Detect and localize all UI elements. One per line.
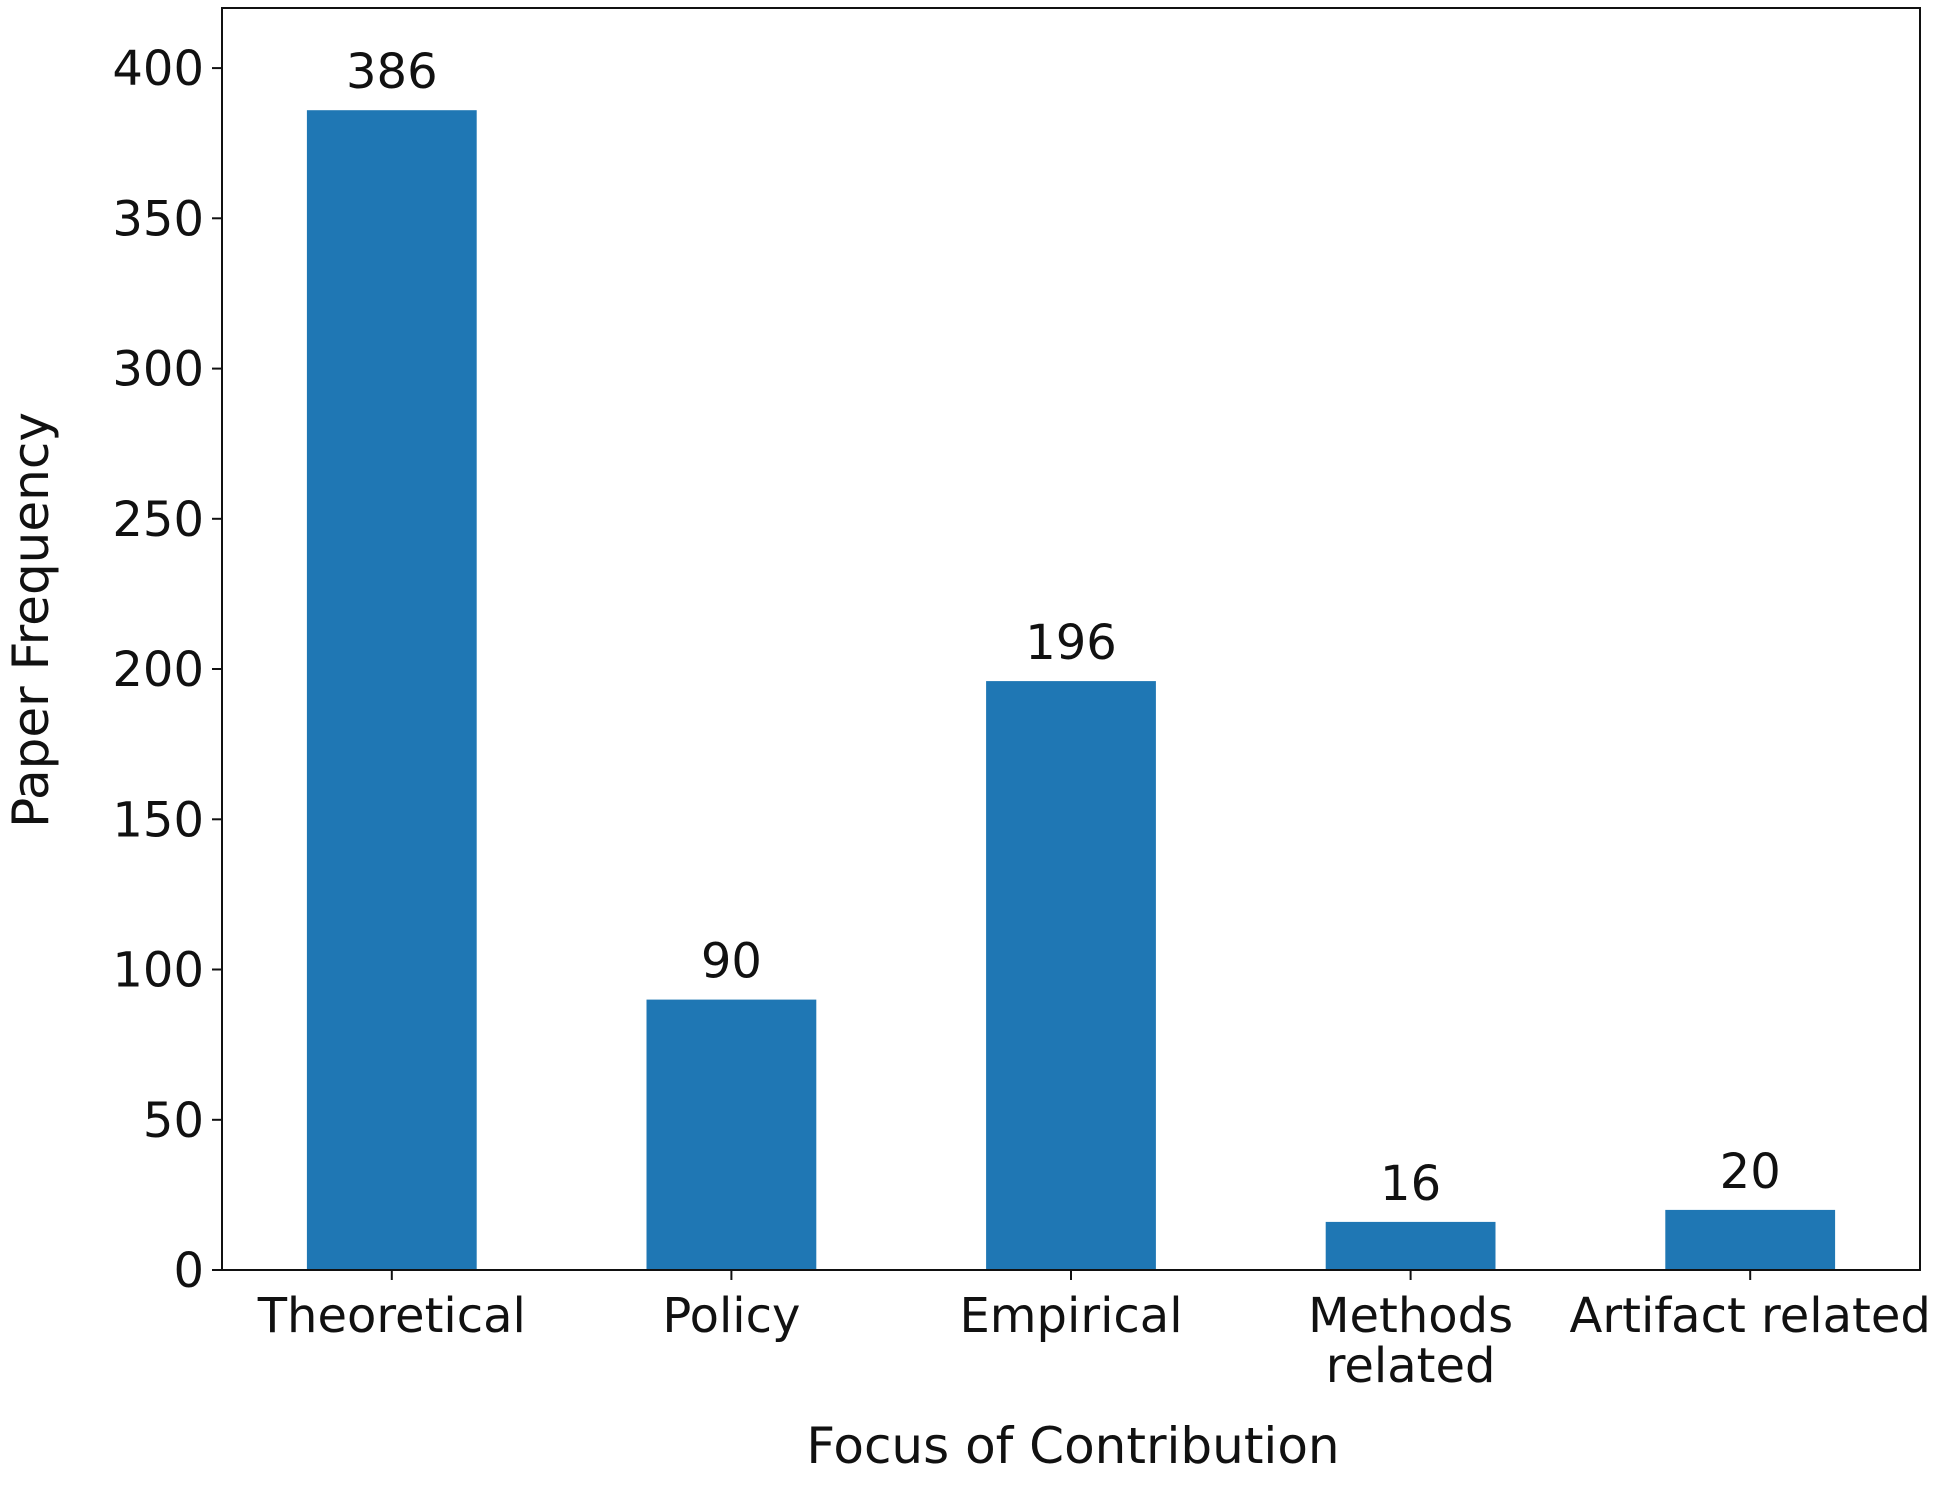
- y-axis-ticks: 0 50 100 150 200 250 300 350 400: [112, 41, 222, 1299]
- y-axis-title: Paper Frequency: [2, 412, 60, 828]
- x-tick-label-4: Artifact related: [1570, 1288, 1931, 1344]
- data-label-4: 20: [1720, 1144, 1781, 1200]
- x-tick-label-1: Policy: [662, 1288, 800, 1344]
- x-tick-label-0: Theoretical: [257, 1288, 526, 1344]
- y-tick-label-3: 150: [112, 792, 204, 848]
- bar-1: [646, 999, 817, 1270]
- data-label-2: 196: [1025, 615, 1117, 671]
- y-tick-label-1: 50: [143, 1093, 204, 1149]
- bar-0: [306, 110, 477, 1271]
- bar-3: [1325, 1221, 1496, 1270]
- data-label-3: 16: [1380, 1156, 1441, 1212]
- bar-2: [986, 681, 1156, 1270]
- y-tick-label-2: 100: [112, 943, 204, 999]
- y-tick-label-6: 300: [112, 342, 204, 398]
- data-labels: 386 90 196 16 20: [346, 44, 1781, 1212]
- data-label-0: 386: [346, 44, 438, 100]
- y-tick-label-4: 200: [112, 642, 204, 698]
- y-tick-label-7: 350: [112, 191, 204, 247]
- x-tick-label-2: Empirical: [959, 1288, 1182, 1344]
- bars-layer: [306, 110, 1836, 1271]
- y-tick-label-5: 250: [112, 492, 204, 548]
- y-tick-label-8: 400: [112, 41, 204, 97]
- x-axis-title: Focus of Contribution: [806, 1417, 1339, 1475]
- data-label-1: 90: [701, 934, 762, 990]
- y-tick-label-0: 0: [173, 1243, 204, 1299]
- x-tick-label-3-line-1: related: [1326, 1338, 1496, 1394]
- x-tick-label-3-line-0: Methods: [1308, 1288, 1513, 1344]
- bar-4: [1665, 1209, 1836, 1270]
- x-axis-ticks: Theoretical Policy Empirical Methodsrelated…: [257, 1270, 1931, 1394]
